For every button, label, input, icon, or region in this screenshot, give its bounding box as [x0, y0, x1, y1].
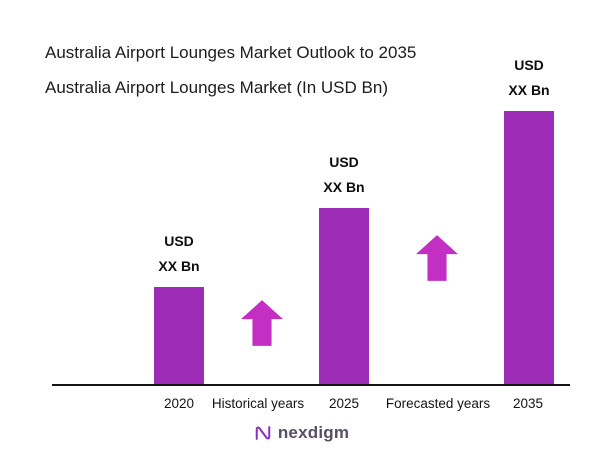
growth-arrow-historical: [241, 300, 283, 346]
bar: [154, 287, 204, 384]
bar: [319, 208, 369, 384]
bar: [504, 111, 554, 384]
x-tick-2020: 2020: [163, 396, 195, 411]
x-axis-line: [52, 384, 570, 386]
up-arrow-icon: [241, 300, 283, 346]
nexdigm-wave-path: [255, 426, 271, 440]
bar-value-label-line1: USD: [514, 56, 544, 73]
x-tick-2035: 2035: [512, 396, 544, 411]
bar-group-2035: USD XX Bn: [504, 53, 554, 384]
nexdigm-logo-icon: [255, 426, 271, 440]
bar-value-label-line2: XX Bn: [158, 257, 200, 274]
bar-value-label-2020: USD XX Bn: [158, 229, 199, 279]
bar-value-label-2035: USD XX Bn: [508, 53, 549, 103]
bar-value-label-line2: XX Bn: [323, 178, 365, 195]
x-tick-2025: 2025: [328, 396, 360, 411]
chart-subtitle: Australia Airport Lounges Market (In USD…: [45, 77, 388, 97]
x-annotation-historical-years: Historical years: [211, 396, 305, 411]
brand-logo: nexdigm: [0, 423, 602, 443]
chart-header: Australia Airport Lounges Market Outlook…: [45, 40, 445, 99]
bar-value-label-line1: USD: [329, 153, 359, 170]
bar-value-label-2025: USD XX Bn: [323, 150, 364, 200]
bar-value-label-line2: XX Bn: [508, 81, 550, 98]
growth-arrow-forecasted: [416, 235, 458, 281]
x-annotation-forecasted-years: Forecasted years: [385, 396, 491, 411]
brand-wordmark: nexdigm: [277, 423, 350, 442]
up-arrow-icon: [416, 235, 458, 281]
chart-title: Australia Airport Lounges Market Outlook…: [45, 43, 417, 62]
bar-group-2025: USD XX Bn: [319, 150, 369, 384]
bar-group-2020: USD XX Bn: [154, 229, 204, 384]
bar-value-label-line1: USD: [164, 232, 194, 249]
